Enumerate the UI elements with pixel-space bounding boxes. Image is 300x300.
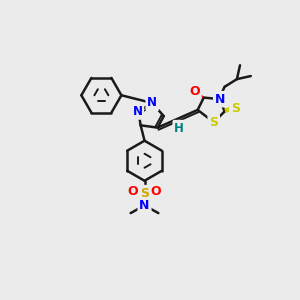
Text: S: S: [231, 102, 240, 115]
Text: H: H: [174, 122, 184, 134]
Text: S: S: [209, 116, 218, 129]
Text: N: N: [147, 97, 157, 110]
Text: H: H: [174, 122, 184, 134]
Text: S: S: [140, 187, 149, 200]
Text: N: N: [215, 93, 225, 106]
Text: N: N: [133, 105, 142, 118]
Text: S: S: [231, 102, 240, 115]
Text: O: O: [151, 185, 161, 198]
Text: N: N: [215, 93, 225, 106]
Text: O: O: [151, 185, 161, 198]
Text: O: O: [189, 85, 200, 98]
Text: N: N: [147, 97, 157, 110]
Text: O: O: [189, 85, 200, 98]
Text: N: N: [133, 105, 142, 118]
Text: O: O: [128, 185, 138, 198]
Text: S: S: [140, 187, 149, 200]
Text: O: O: [128, 185, 138, 198]
Text: N: N: [139, 199, 150, 212]
Text: S: S: [209, 116, 218, 129]
Text: N: N: [139, 199, 150, 212]
